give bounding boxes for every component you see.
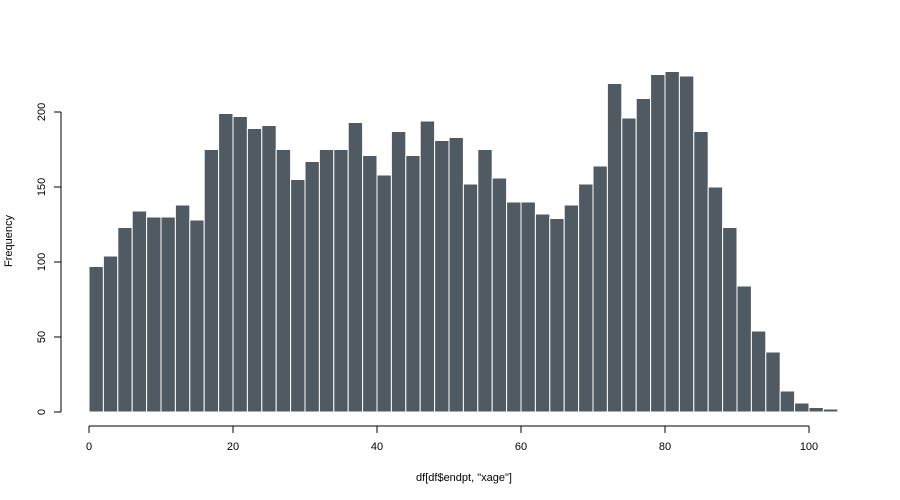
histogram-bar	[290, 179, 306, 413]
histogram-bar	[779, 390, 796, 413]
y-axis: 0 50 100 150 200	[36, 103, 62, 415]
histogram-bar	[750, 330, 767, 413]
y-tick-label: 0	[36, 409, 48, 415]
histogram-bar	[650, 74, 666, 413]
histogram-bar	[707, 186, 724, 413]
histogram-bar	[347, 122, 364, 413]
histogram-bar	[765, 351, 781, 413]
histogram-bar	[102, 255, 119, 413]
histogram-bar	[174, 204, 191, 413]
histogram-bars	[88, 71, 839, 413]
histogram-bar	[506, 201, 522, 413]
histogram-bar	[592, 165, 608, 413]
histogram-bar	[203, 149, 220, 413]
x-tick-label: 80	[659, 441, 671, 453]
histogram-bar	[218, 113, 234, 413]
histogram-bar	[318, 149, 335, 413]
histogram-bar	[88, 266, 104, 413]
x-axis: 0 20 40 60 80 100	[86, 425, 818, 453]
histogram-bar	[362, 155, 378, 413]
histogram-bar	[678, 75, 695, 413]
histogram-bar	[117, 227, 133, 413]
histogram-bar	[722, 227, 738, 413]
x-tick-label: 40	[371, 441, 383, 453]
histogram-bar	[606, 83, 623, 413]
y-tick-label: 150	[36, 178, 48, 196]
histogram-bar	[232, 116, 248, 413]
y-tick-label: 50	[36, 331, 48, 343]
histogram-bar	[304, 161, 320, 413]
histogram-bar	[794, 402, 810, 413]
histogram-bar	[477, 149, 493, 413]
histogram-bar	[491, 177, 508, 413]
histogram-bar	[635, 98, 652, 413]
histogram-bar	[246, 128, 263, 413]
histogram-bar	[621, 117, 637, 413]
histogram-bar	[376, 174, 392, 413]
x-axis-label: df[df$endpt, "xage"]	[416, 472, 512, 484]
x-tick-label: 20	[227, 441, 239, 453]
histogram-bar	[390, 131, 407, 413]
histogram-bar	[462, 183, 479, 413]
histogram-bar	[563, 204, 580, 413]
histogram-bar	[275, 149, 292, 413]
histogram-bar	[261, 125, 277, 413]
x-tick-label: 100	[800, 441, 818, 453]
x-tick-label: 0	[86, 441, 92, 453]
y-tick-label: 100	[36, 253, 48, 271]
histogram-bar	[664, 71, 680, 413]
histogram-bar	[822, 408, 839, 413]
histogram-bar	[534, 213, 551, 413]
histogram-bar	[160, 216, 176, 413]
histogram-bar	[146, 216, 162, 413]
histogram-bar	[434, 140, 450, 413]
histogram-bar	[549, 218, 565, 413]
histogram-bar	[419, 120, 436, 413]
histogram-bar	[333, 149, 349, 413]
histogram-bar	[189, 219, 205, 413]
histogram-bar	[448, 137, 464, 413]
histogram-bar	[736, 285, 752, 413]
x-tick-label: 60	[515, 441, 527, 453]
histogram-bar	[405, 155, 421, 413]
y-axis-label: Frequency	[3, 215, 15, 267]
histogram-bar	[808, 407, 824, 413]
histogram-bar	[578, 183, 594, 413]
y-tick-label: 200	[36, 103, 48, 121]
histogram-bar	[693, 131, 709, 413]
histogram-bar	[131, 210, 148, 413]
histogram-bar	[520, 201, 536, 413]
